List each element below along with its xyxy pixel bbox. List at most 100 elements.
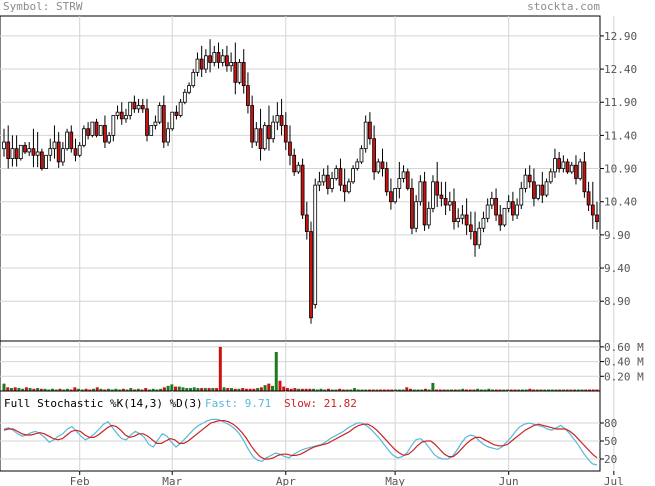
candle-body [258, 128, 263, 150]
candle-body [6, 141, 11, 160]
x-tick-label: Apr [276, 475, 296, 486]
volume-bar [110, 389, 114, 391]
price-tick-label: 12.40 [604, 63, 637, 76]
candle-body [473, 231, 477, 246]
candle-body [73, 148, 78, 156]
candle-body [532, 181, 536, 199]
candle-body [18, 144, 23, 160]
price-tick-label: 12.90 [604, 30, 637, 43]
volume-bar [401, 389, 405, 391]
candle-body [553, 158, 557, 173]
candle-body [153, 121, 158, 126]
candle-body [414, 201, 419, 229]
candle-body [317, 181, 322, 186]
volume-bar [405, 387, 409, 391]
volume-bar [334, 389, 338, 391]
volume-bar [28, 388, 32, 391]
volume-bar [6, 387, 10, 391]
volume-bar [532, 389, 536, 391]
volume-bar [203, 388, 207, 391]
stochastic-title: Full Stochastic %K(14,3) %D(3) [4, 397, 203, 410]
candle-body [292, 154, 297, 173]
volume-bar [554, 389, 558, 391]
volume-bar [21, 388, 25, 391]
volume-bar [256, 388, 260, 391]
candle-body [346, 181, 351, 193]
volume-bar [595, 389, 599, 391]
candle-body [355, 161, 360, 169]
volume-bar [438, 389, 442, 391]
price-candles [2, 39, 599, 324]
x-tick-label: Feb [70, 475, 90, 486]
candle-body [212, 52, 217, 63]
volume-bar [9, 388, 13, 391]
volume-bar [188, 388, 192, 391]
stochastic-lines [3, 418, 598, 466]
candle-body [569, 164, 574, 173]
volume-bar [349, 389, 353, 391]
candle-body [174, 111, 179, 116]
slow-legend: Slow: 21.82 [284, 397, 357, 410]
volume-bar [576, 389, 580, 391]
candle-body [178, 101, 183, 116]
volume-bar [192, 387, 196, 391]
site-label[interactable]: stockta.com [527, 0, 600, 13]
candle-body [288, 141, 292, 156]
volume-tick-label: 0.40 M [604, 356, 644, 369]
price-tick-label: 9.90 [604, 229, 631, 242]
volume-bar [237, 388, 241, 391]
fast-line [3, 418, 598, 466]
volume-bar [397, 389, 401, 391]
candle-body [481, 217, 486, 229]
volume-bar [200, 388, 204, 391]
volume-bar [390, 389, 394, 391]
candle-body [250, 105, 255, 143]
price-axis: 12.90 12.40 11.90 11.40 10.90 10.40 9.90 9.40 8.… [600, 30, 637, 308]
volume-bar [588, 389, 592, 391]
stochastic-axis: 80 50 20 [600, 417, 617, 466]
volume-bar [73, 387, 77, 391]
volume-bar [32, 388, 36, 391]
volume-bar [289, 388, 293, 391]
volume-bar [267, 383, 271, 391]
volume-bar [106, 388, 110, 391]
volume-bar [13, 387, 17, 391]
volume-bar [539, 389, 543, 391]
candle-body [321, 174, 326, 183]
volume-bar [47, 389, 51, 391]
volume-bar [84, 388, 88, 391]
price-tick-label: 9.40 [604, 262, 631, 275]
volume-bar [457, 389, 461, 391]
candle-body [544, 181, 549, 196]
candle-body [191, 71, 196, 87]
volume-bar [360, 389, 364, 391]
volume-bar [338, 388, 342, 391]
volume-bar [140, 389, 144, 391]
volume-bar [353, 388, 357, 391]
volume-bar [50, 388, 54, 391]
x-tick-label: Jul [604, 475, 624, 486]
price-panel: 12.90 12.40 11.90 11.40 10.90 10.40 9.90 9.40 8.… [0, 15, 637, 342]
volume-bar [517, 389, 521, 391]
candle-body [574, 164, 578, 179]
candle-body [23, 144, 27, 153]
candle-body [14, 148, 19, 160]
volume-bar [479, 389, 483, 391]
price-tick-label: 8.90 [604, 295, 631, 308]
candle-body [557, 158, 562, 169]
candle-body [439, 194, 444, 199]
price-tick-label: 11.90 [604, 96, 637, 109]
volume-bar [17, 388, 21, 391]
volume-bar [558, 389, 562, 391]
candle-body [506, 201, 511, 209]
candle-body [157, 105, 162, 123]
candle-body [262, 125, 267, 150]
candle-body [279, 115, 284, 126]
volume-bar [241, 388, 245, 391]
volume-bar [330, 389, 334, 391]
volume-bar [218, 346, 222, 391]
volume-bar [323, 389, 327, 391]
volume-bar [304, 388, 308, 391]
x-tick-label: Jun [499, 475, 519, 486]
candle-body [204, 55, 208, 70]
